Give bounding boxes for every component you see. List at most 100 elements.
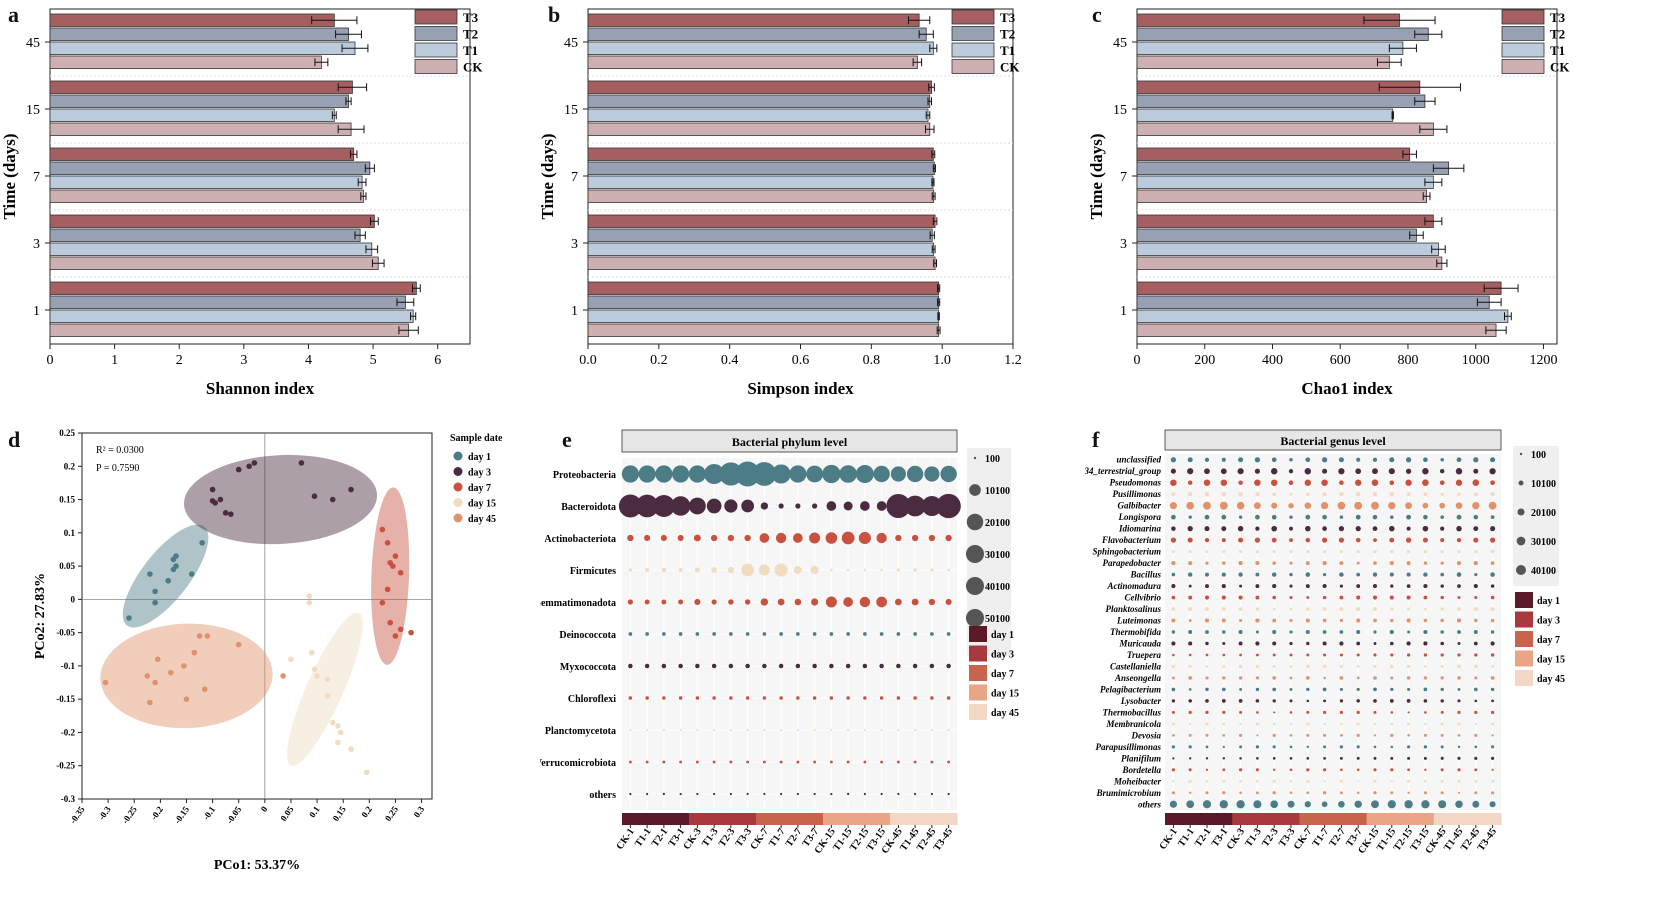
bubble (796, 728, 799, 732)
bubble (1188, 515, 1192, 519)
bubble (1238, 733, 1243, 737)
bubble (1239, 745, 1243, 749)
panel-label-d: d (8, 427, 21, 452)
bar-T3-7 (587, 147, 934, 161)
bubble (1205, 722, 1209, 726)
bubble (712, 632, 716, 636)
bubble (1221, 514, 1227, 520)
bubble (1438, 800, 1447, 809)
bubble (1423, 561, 1428, 565)
bubble (794, 598, 802, 606)
bar-CK-45 (1136, 55, 1390, 69)
bubble (1237, 525, 1244, 532)
bubble (1221, 618, 1226, 623)
bubble (1457, 630, 1461, 634)
bubble (1256, 711, 1259, 714)
bar-T3-1 (49, 281, 417, 295)
y-tick-label: 45 (564, 36, 578, 51)
size-legend-marker (966, 577, 984, 595)
bubble (746, 728, 749, 732)
bubble (1440, 779, 1444, 783)
bubble (930, 760, 934, 764)
bubble (825, 596, 837, 608)
bubble (759, 533, 770, 543)
row-label: Planifilum (1121, 753, 1161, 763)
bubble (1390, 745, 1394, 749)
bubble (779, 760, 783, 764)
bubble (1253, 502, 1261, 510)
bubble (1491, 722, 1495, 726)
bubble (1474, 733, 1478, 737)
bubble (1171, 572, 1176, 577)
point-day-7 (390, 563, 396, 569)
bar-T2-7 (1136, 161, 1450, 175)
bubble (1389, 607, 1394, 611)
bubble (1339, 515, 1344, 519)
bubble (1390, 676, 1394, 680)
bar-T2-45 (49, 27, 349, 41)
bar-CK-7 (1136, 189, 1427, 203)
bubble (1254, 457, 1261, 463)
bubble (860, 501, 870, 511)
bubble (1188, 595, 1193, 600)
bubble (1373, 642, 1377, 645)
row-label: Bacillus (1129, 570, 1161, 580)
bubble (1187, 572, 1193, 577)
bubble (1474, 699, 1478, 703)
size-legend-label: 10100 (1531, 479, 1556, 490)
bubble (1490, 457, 1496, 463)
title-box (621, 429, 958, 453)
bubble (1490, 653, 1495, 657)
bubble (1205, 699, 1209, 703)
row-label: Pelagibacterium (1100, 684, 1161, 694)
bubble (1390, 791, 1394, 795)
bubble (1221, 687, 1226, 692)
bubble (1222, 550, 1226, 554)
bubble (947, 760, 951, 764)
bubble (1171, 492, 1176, 497)
bubble (1255, 492, 1260, 497)
bubble (1372, 468, 1378, 475)
row-label: Anseongella (1114, 673, 1162, 683)
bubble (1271, 525, 1278, 532)
bubble (1490, 492, 1495, 497)
bubble (813, 760, 817, 764)
bubble (1356, 665, 1360, 668)
bubble (846, 632, 850, 636)
bubble (1222, 791, 1226, 795)
bubble (1169, 800, 1178, 808)
bubble (1272, 595, 1276, 600)
bubble (793, 566, 802, 574)
bubble (1372, 595, 1378, 600)
bubble (1171, 550, 1175, 554)
x-tick-label: CK-1 (614, 826, 636, 851)
bubble (1204, 618, 1210, 623)
bubble (1238, 561, 1243, 566)
bubble (1405, 468, 1412, 474)
point-day-15 (348, 746, 354, 752)
bubble (1255, 607, 1260, 611)
bubble (1356, 595, 1361, 600)
bubble (1222, 676, 1226, 680)
bubble (1272, 791, 1276, 795)
bubble (1405, 537, 1412, 543)
bubble (1255, 676, 1260, 680)
bubble (1390, 733, 1394, 737)
legend-swatch-CK (1501, 59, 1545, 74)
x-tick-label: CK-3 (1225, 826, 1247, 851)
sample-color-cell (1165, 813, 1183, 825)
point-day-7 (379, 526, 386, 533)
legend-swatch-T2 (414, 26, 458, 41)
bubble (1389, 595, 1394, 600)
bubble (655, 465, 673, 483)
bubble (940, 465, 957, 483)
bubble (1222, 745, 1225, 748)
x-tick-label: T2-1 (1193, 826, 1213, 849)
bubble (1356, 722, 1360, 726)
bubble (679, 760, 683, 764)
bubble (1188, 699, 1192, 703)
bubble (1221, 572, 1226, 577)
bubble (1474, 791, 1478, 795)
row-label: Lysobacter (1120, 696, 1162, 706)
bubble (1389, 561, 1394, 566)
